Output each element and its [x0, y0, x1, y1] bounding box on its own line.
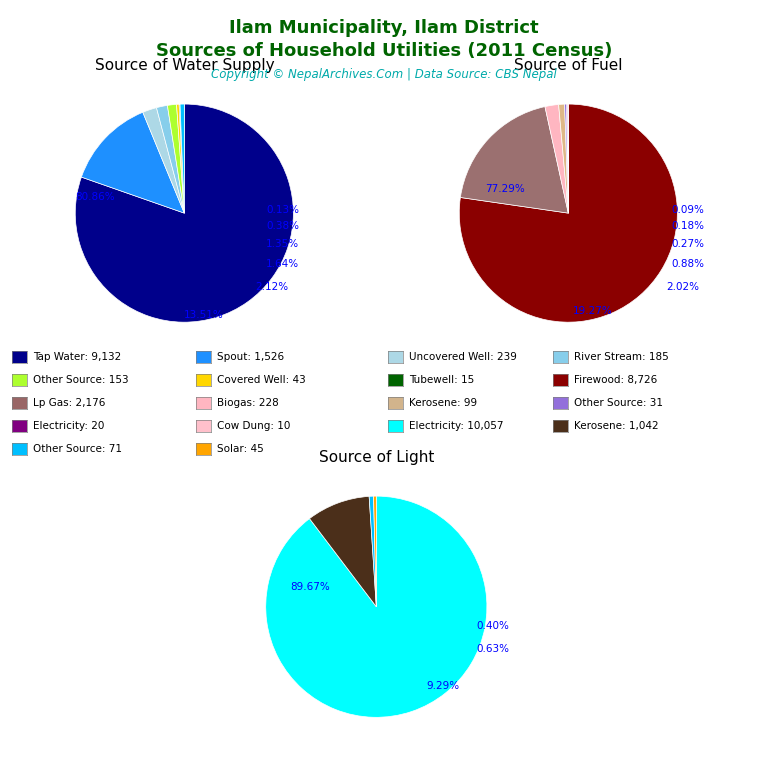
- Text: Cow Dung: 10: Cow Dung: 10: [217, 421, 291, 432]
- Title: Source of Light: Source of Light: [319, 449, 434, 465]
- Text: 89.67%: 89.67%: [290, 582, 329, 592]
- Text: 77.29%: 77.29%: [485, 184, 525, 194]
- Text: 80.86%: 80.86%: [75, 192, 114, 202]
- Text: 0.13%: 0.13%: [266, 205, 299, 215]
- Title: Source of Fuel: Source of Fuel: [514, 58, 623, 73]
- Text: 1.64%: 1.64%: [266, 260, 299, 270]
- Text: Tap Water: 9,132: Tap Water: 9,132: [33, 352, 121, 362]
- Text: 0.27%: 0.27%: [672, 239, 705, 249]
- Text: Electricity: 10,057: Electricity: 10,057: [409, 421, 504, 432]
- Text: Other Source: 71: Other Source: 71: [33, 444, 122, 455]
- Wedge shape: [179, 104, 184, 213]
- Text: Biogas: 228: Biogas: 228: [217, 398, 279, 409]
- Wedge shape: [558, 104, 568, 213]
- Wedge shape: [157, 105, 184, 213]
- Title: Source of Water Supply: Source of Water Supply: [94, 58, 274, 73]
- Wedge shape: [75, 104, 293, 323]
- Text: Spout: 1,526: Spout: 1,526: [217, 352, 284, 362]
- Text: Kerosene: 1,042: Kerosene: 1,042: [574, 421, 659, 432]
- Text: River Stream: 185: River Stream: 185: [574, 352, 669, 362]
- Wedge shape: [459, 104, 677, 322]
- Text: Uncovered Well: 239: Uncovered Well: 239: [409, 352, 517, 362]
- Wedge shape: [369, 496, 376, 607]
- Wedge shape: [460, 107, 568, 213]
- Text: 2.02%: 2.02%: [667, 283, 700, 293]
- Text: Sources of Household Utilities (2011 Census): Sources of Household Utilities (2011 Cen…: [156, 42, 612, 60]
- Text: Electricity: 20: Electricity: 20: [33, 421, 104, 432]
- Text: 0.40%: 0.40%: [476, 621, 509, 631]
- Wedge shape: [310, 496, 376, 607]
- Text: 0.18%: 0.18%: [672, 221, 705, 231]
- Wedge shape: [81, 112, 184, 213]
- Text: 0.63%: 0.63%: [476, 644, 509, 654]
- Text: 1.35%: 1.35%: [266, 239, 299, 249]
- Text: Solar: 45: Solar: 45: [217, 444, 264, 455]
- Text: Ilam Municipality, Ilam District: Ilam Municipality, Ilam District: [229, 19, 539, 37]
- Text: 0.09%: 0.09%: [672, 205, 705, 215]
- Text: Tubewell: 15: Tubewell: 15: [409, 375, 475, 386]
- Wedge shape: [373, 496, 376, 607]
- Text: Other Source: 31: Other Source: 31: [574, 398, 664, 409]
- Wedge shape: [266, 496, 487, 717]
- Text: Covered Well: 43: Covered Well: 43: [217, 375, 306, 386]
- Text: 0.88%: 0.88%: [672, 260, 705, 270]
- Wedge shape: [567, 104, 568, 213]
- Text: Firewood: 8,726: Firewood: 8,726: [574, 375, 657, 386]
- Text: 19.27%: 19.27%: [572, 306, 612, 316]
- Text: Kerosene: 99: Kerosene: 99: [409, 398, 478, 409]
- Text: 9.29%: 9.29%: [426, 681, 459, 691]
- Text: Other Source: 153: Other Source: 153: [33, 375, 129, 386]
- Wedge shape: [545, 104, 568, 213]
- Wedge shape: [180, 104, 184, 213]
- Text: 2.12%: 2.12%: [255, 283, 288, 293]
- Text: 13.51%: 13.51%: [184, 310, 223, 319]
- Wedge shape: [143, 108, 184, 213]
- Text: Copyright © NepalArchives.Com | Data Source: CBS Nepal: Copyright © NepalArchives.Com | Data Sou…: [211, 68, 557, 81]
- Wedge shape: [177, 104, 184, 213]
- Wedge shape: [564, 104, 568, 213]
- Wedge shape: [167, 104, 184, 213]
- Text: Lp Gas: 2,176: Lp Gas: 2,176: [33, 398, 105, 409]
- Text: 0.38%: 0.38%: [266, 221, 299, 231]
